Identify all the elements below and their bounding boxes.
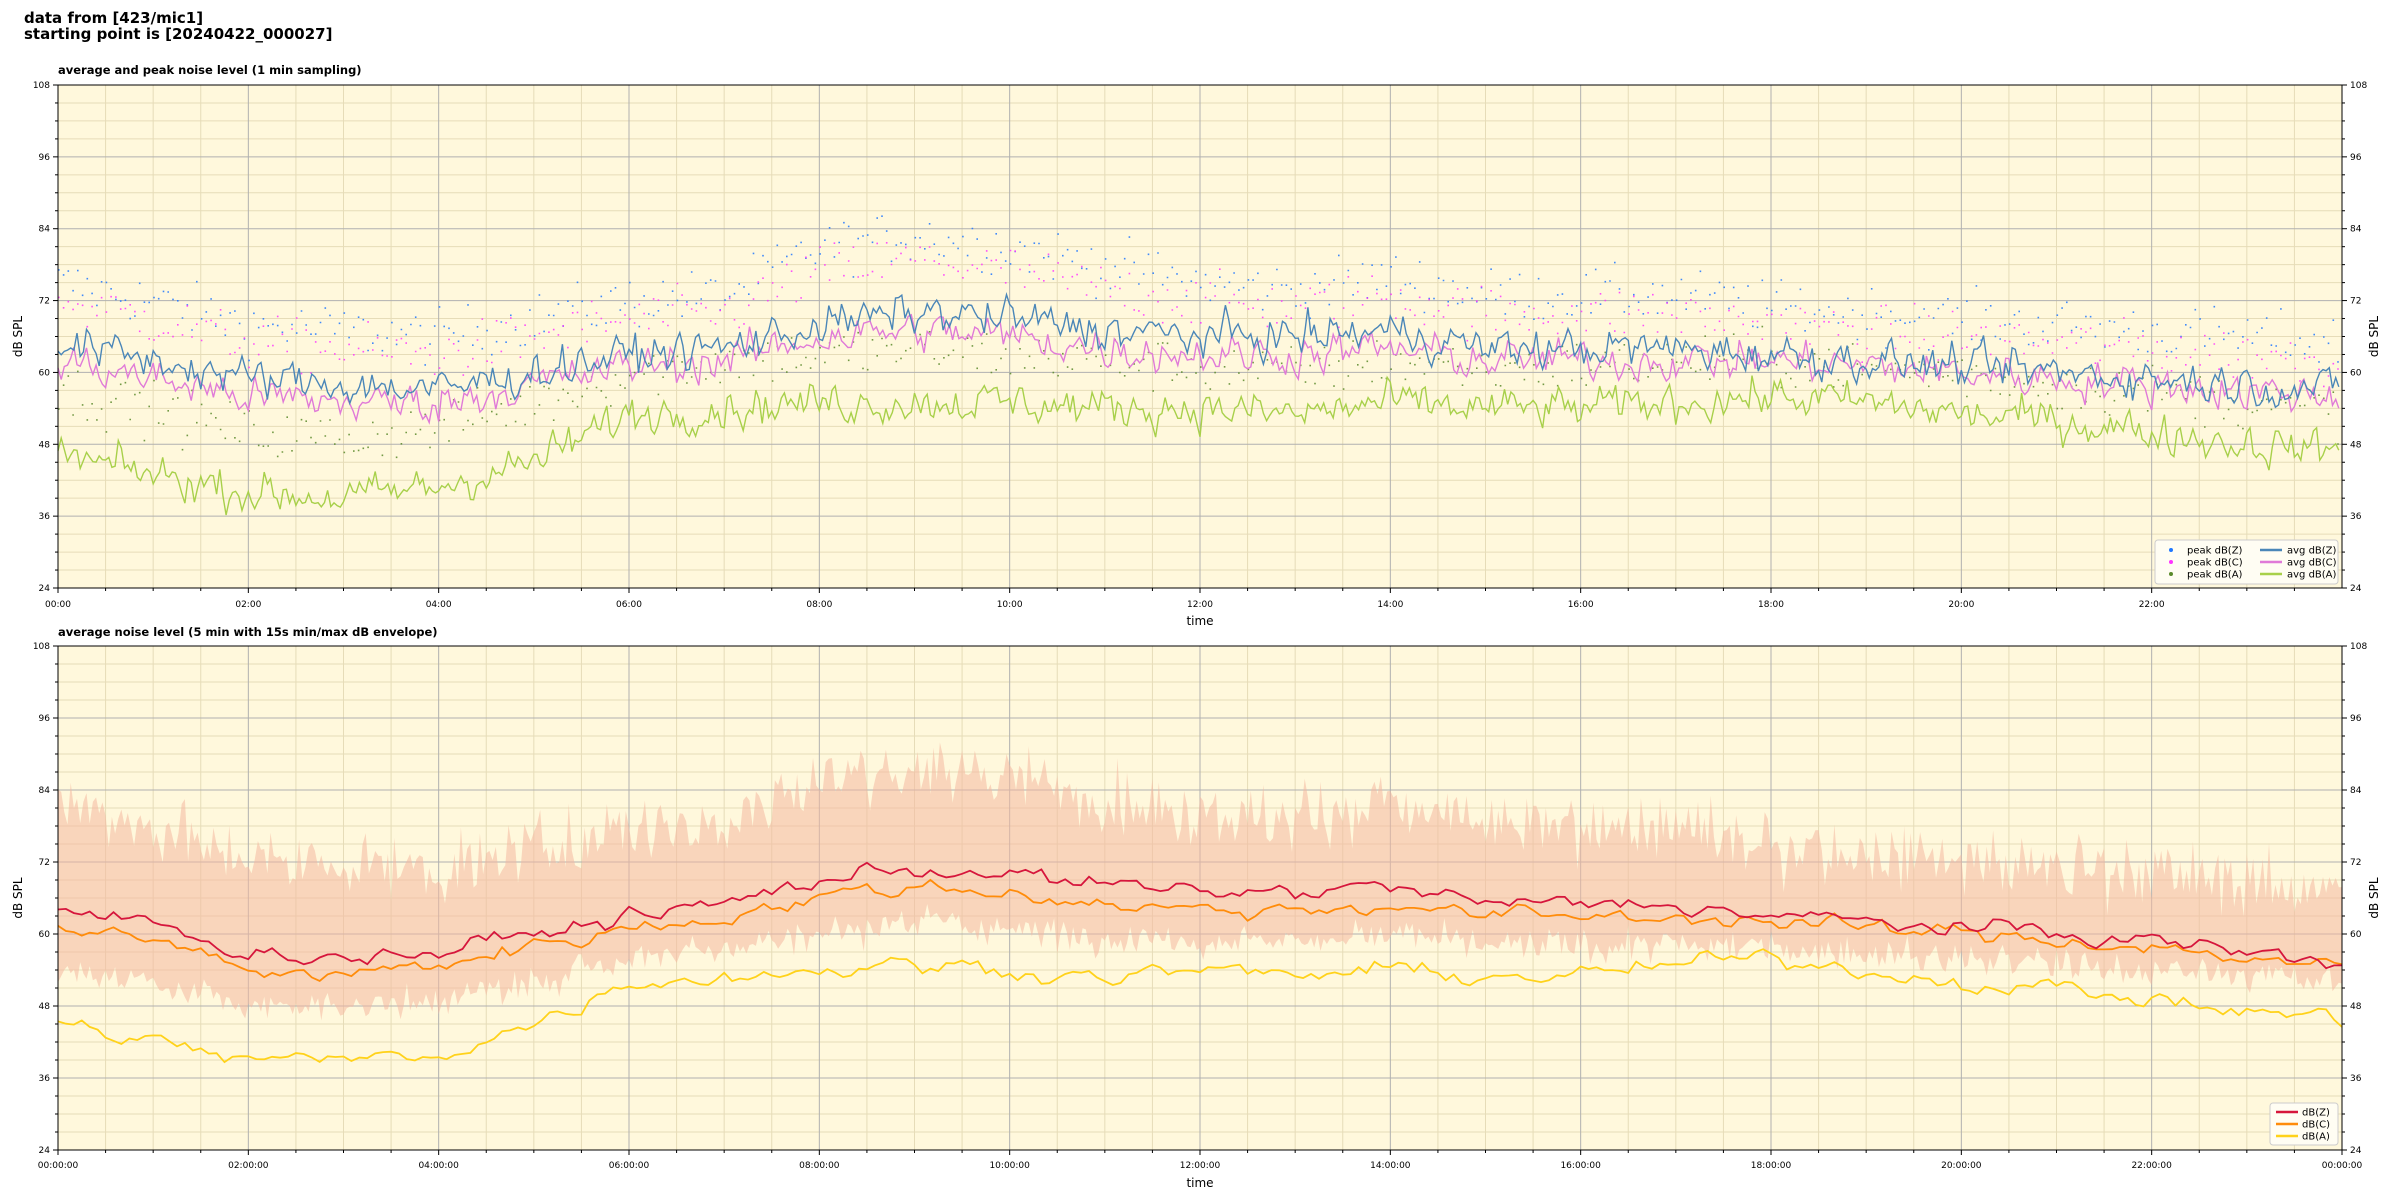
y-tick-label: 96	[2350, 714, 2362, 724]
y-tick-label: 48	[39, 1002, 51, 1012]
x-tick-label: 12:00	[1187, 600, 1213, 610]
legend-box	[2269, 1102, 2339, 1146]
legend-label: peak dB(C)	[2187, 558, 2243, 569]
y-tick-label: 24	[39, 1146, 51, 1156]
legend-box	[2154, 539, 2339, 585]
data-source-line: data from [423/mic1]	[24, 9, 204, 27]
x-tick-label: 02:00	[235, 600, 261, 610]
x-tick-label: 22:00:00	[2131, 1161, 2172, 1171]
x-tick-label: 16:00	[1568, 600, 1594, 610]
y-axis-label-right: dB SPL	[2367, 316, 2381, 358]
y-tick-label: 96	[2350, 153, 2362, 163]
y-tick-label: 84	[2350, 786, 2362, 796]
legend-marker	[2169, 560, 2173, 564]
x-tick-label: 04:00	[426, 600, 452, 610]
y-tick-label: 60	[39, 930, 51, 940]
y-tick-label: 24	[2350, 1146, 2362, 1156]
chart-panel-2: 24 24 36 36 48 48 60 60 72 72 84 84 96 96 108 108 00:00:…	[11, 625, 2381, 1190]
x-tick-label: 06:00	[616, 600, 642, 610]
y-tick-label: 108	[2350, 81, 2367, 91]
x-tick-label: 10:00:00	[989, 1161, 1030, 1171]
x-tick-label: 18:00	[1758, 600, 1784, 610]
y-tick-label: 72	[39, 297, 50, 307]
y-axis-label: dB SPL	[11, 316, 25, 358]
series-avg-db-a-	[57, 375, 2340, 516]
y-tick-label: 84	[39, 225, 51, 235]
legend-label: avg dB(C)	[2287, 558, 2337, 569]
y-tick-label: 96	[39, 714, 51, 724]
x-tick-label: 04:00:00	[418, 1161, 459, 1171]
x-tick-label: 22:00	[2139, 600, 2165, 610]
legend-label: avg dB(A)	[2287, 570, 2337, 581]
legend-marker	[2169, 572, 2173, 576]
y-tick-label: 36	[2350, 512, 2362, 522]
x-tick-label: 08:00:00	[799, 1161, 840, 1171]
y-tick-label: 24	[39, 584, 51, 594]
series-avg-db-z-	[57, 292, 2340, 409]
y-tick-label: 36	[39, 512, 51, 522]
page-header: data from [423/mic1] starting point is […	[24, 10, 332, 42]
avg-lines	[57, 861, 2343, 1064]
y-tick-label: 84	[39, 786, 51, 796]
y-tick-label: 84	[2350, 225, 2362, 235]
legend-marker	[2169, 548, 2173, 552]
x-tick-label: 20:00	[1948, 600, 1974, 610]
x-tick-label: 00:00	[45, 600, 71, 610]
y-tick-label: 48	[2350, 1002, 2362, 1012]
x-tick-label: 00:00:00	[38, 1161, 79, 1171]
y-tick-label: 48	[39, 440, 51, 450]
x-tick-label: 14:00:00	[1370, 1161, 1411, 1171]
x-tick-label: 08:00	[806, 600, 832, 610]
legend-label: peak dB(A)	[2187, 570, 2243, 581]
x-tick-label: 18:00:00	[1751, 1161, 1792, 1171]
y-tick-label: 108	[33, 642, 50, 652]
avg-lines	[57, 292, 2340, 516]
legend-label: dB(A)	[2302, 1132, 2330, 1143]
y-tick-label: 36	[2350, 1074, 2362, 1084]
series-db-a-	[57, 948, 2343, 1064]
envelope-band	[58, 742, 2342, 1021]
y-tick-label: 96	[39, 153, 51, 163]
y-tick-label: 108	[2350, 642, 2367, 652]
y-tick-label: 36	[39, 1074, 51, 1084]
starting-point-line: starting point is [20240422_000027]	[24, 25, 333, 43]
x-tick-label: 00:00:00	[2322, 1161, 2363, 1171]
y-tick-label: 60	[39, 368, 51, 378]
y-tick-label: 108	[33, 81, 50, 91]
series-avg-db-c-	[57, 313, 2340, 425]
legend: peak dB(Z)peak dB(C)peak dB(A)avg dB(Z)a…	[2154, 539, 2339, 585]
y-tick-label: 72	[2350, 858, 2361, 868]
x-tick-label: 10:00	[997, 600, 1023, 610]
y-tick-label: 72	[39, 858, 50, 868]
x-axis-label: time	[1186, 614, 1213, 628]
y-axis-label: dB SPL	[11, 877, 25, 919]
legend-label: avg dB(Z)	[2287, 546, 2337, 557]
y-tick-label: 24	[2350, 584, 2362, 594]
series-db-c-	[57, 878, 2343, 982]
series-db-z-	[57, 861, 2343, 970]
y-tick-label: 60	[2350, 368, 2362, 378]
x-axis-label: time	[1186, 1176, 1213, 1190]
x-tick-label: 14:00	[1377, 600, 1403, 610]
x-tick-label: 06:00:00	[609, 1161, 650, 1171]
legend-label: dB(C)	[2302, 1120, 2330, 1131]
y-tick-label: 72	[2350, 297, 2361, 307]
chart-title: average noise level (5 min with 15s min/…	[58, 625, 438, 639]
x-tick-label: 16:00:00	[1560, 1161, 1601, 1171]
legend: dB(Z)dB(C)dB(A)	[2269, 1102, 2339, 1146]
x-tick-label: 20:00:00	[1941, 1161, 1982, 1171]
y-axis-label-right: dB SPL	[2367, 877, 2381, 919]
x-tick-label: 02:00:00	[228, 1161, 269, 1171]
y-tick-label: 48	[2350, 440, 2362, 450]
x-tick-label: 12:00:00	[1180, 1161, 1221, 1171]
envelope	[58, 742, 2342, 1021]
legend-label: dB(Z)	[2302, 1108, 2330, 1119]
legend-label: peak dB(Z)	[2187, 546, 2243, 557]
chart-title: average and peak noise level (1 min samp…	[58, 63, 362, 77]
chart-panel-1: 24 24 36 36 48 48 60 60 72 72 84 84 96 96 108 108 00:00 0…	[11, 63, 2381, 628]
y-tick-label: 60	[2350, 930, 2362, 940]
